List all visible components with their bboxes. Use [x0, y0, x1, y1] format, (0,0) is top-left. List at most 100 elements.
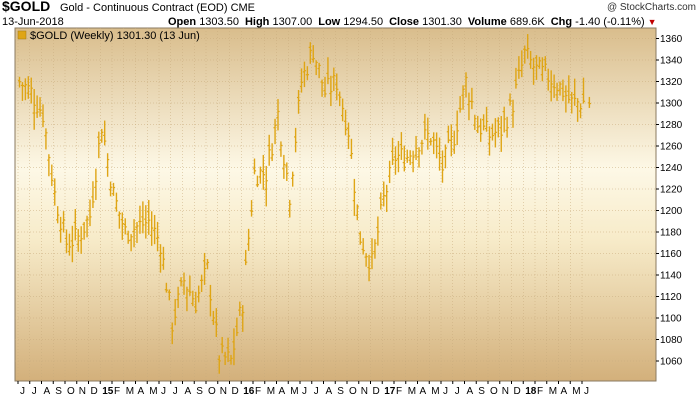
ohlc-bar [446, 125, 450, 144]
ticker-symbol: $GOLD [2, 0, 51, 14]
ohlc-bar [129, 234, 133, 252]
x-tick-label: M [431, 386, 439, 397]
close-label: Close [389, 16, 420, 28]
ohlc-bar [35, 95, 39, 118]
ohlc-bar [420, 139, 424, 155]
ohlc-bar [581, 77, 586, 104]
ohlc-bar [484, 106, 489, 132]
ohlc-bar [317, 62, 321, 79]
x-tick-label: M [290, 386, 298, 397]
low-label: Low [318, 16, 341, 28]
ohlc-bar [531, 57, 536, 85]
x-tick-label: A [326, 386, 333, 397]
ohlc-bar [517, 56, 521, 79]
ohlc-bar [576, 98, 580, 122]
x-tick-label: A [44, 386, 51, 397]
ohlc-bar [437, 137, 442, 171]
high-value: 1307.00 [272, 16, 313, 28]
ohlc-bar [514, 67, 518, 89]
ohlc-bar [73, 209, 77, 241]
down-triangle-icon: ▼ [647, 17, 657, 27]
x-tick-label: S [478, 386, 485, 397]
ohlc-bar [346, 122, 351, 150]
ohlc-bar [529, 50, 533, 69]
ohlc-bar [229, 354, 233, 365]
x-tick-label: N [502, 386, 509, 397]
ohlc-bar [429, 138, 433, 146]
x-tick-label: S [55, 386, 62, 397]
ohlc-bar [338, 91, 342, 107]
ohlc-bar [432, 132, 436, 155]
legend-swatch [17, 30, 27, 40]
ohlc-bar [452, 130, 456, 154]
ohlc-bar [108, 181, 113, 197]
ohlc-bar [223, 351, 227, 366]
ohlc-bar [261, 154, 265, 190]
x-tick-label: O [67, 386, 75, 397]
ohlc-bar [578, 103, 583, 119]
ohlc-bar [249, 200, 254, 217]
ohlc-bar [288, 199, 292, 218]
ohlc-bar [64, 229, 69, 253]
ohlc-bar [20, 82, 25, 101]
ohlc-bar [555, 82, 559, 101]
ohlc-bar [238, 301, 242, 316]
ohlc-bar [164, 282, 168, 293]
ohlc-bar [443, 144, 448, 169]
ohlc-bar [44, 128, 48, 150]
ohlc-bar [382, 181, 386, 207]
x-tick-label: J [314, 386, 319, 397]
ohlc-bar [296, 89, 301, 114]
x-tick-label: J [20, 386, 25, 397]
ohlc-bar [144, 205, 148, 239]
y-tick-label: 1180 [660, 228, 682, 239]
ohlc-bar [414, 135, 418, 161]
change-label: Chg [550, 16, 573, 28]
ohlc-bar [423, 113, 427, 140]
ohlc-bar [537, 56, 542, 69]
x-tick-label: A [279, 386, 286, 397]
ohlc-bar [370, 238, 374, 270]
ohlc-bar [540, 57, 544, 82]
ohlc-bar [355, 204, 359, 221]
ohlc-bar [567, 75, 571, 104]
ohlc-bar [194, 291, 198, 314]
ohlc-bar [385, 184, 389, 212]
ohlc-bar [534, 55, 539, 80]
ohlc-bar [94, 168, 98, 201]
x-tick-label: F [255, 386, 261, 397]
ohlc-bar [252, 158, 257, 175]
ohlc-bar [208, 284, 213, 317]
ohlc-bar [511, 99, 515, 128]
ohlc-bar [308, 42, 312, 64]
ohlc-bar [458, 96, 462, 113]
ohlc-bar [320, 79, 324, 97]
x-tick-label: M [572, 386, 580, 397]
ohlc-bar [132, 219, 136, 248]
ohlc-bar [141, 201, 145, 234]
ohlc-bar [388, 160, 392, 184]
ohlc-bar [29, 77, 33, 104]
ohlc-bar [285, 162, 289, 182]
ohlc-bar [170, 322, 174, 345]
y-tick-label: 1260 [660, 142, 683, 153]
ohlc-bar [176, 286, 180, 309]
x-tick-label: M [549, 386, 557, 397]
x-tick-label: D [232, 386, 239, 397]
ohlc-bar [470, 87, 474, 110]
ohlc-bar [276, 99, 280, 131]
ohlc-bar [461, 85, 465, 110]
ohlc-bar [455, 110, 459, 146]
x-tick-label: N [79, 386, 86, 397]
x-tick-label: F [537, 386, 543, 397]
ohlc-bar [335, 73, 339, 101]
y-tick-label: 1280 [660, 120, 683, 131]
ohlc-bar [155, 221, 160, 252]
ohlc-bar [241, 305, 245, 332]
ohlc-bar [329, 75, 333, 107]
ohlc-bar [97, 131, 101, 159]
ohlc-bar [352, 178, 356, 216]
ohlc-bar [53, 178, 57, 206]
ohlc-bar [179, 277, 183, 287]
legend-label: $GOLD (Weekly) 1301.30 (13 Jun) [30, 30, 200, 42]
